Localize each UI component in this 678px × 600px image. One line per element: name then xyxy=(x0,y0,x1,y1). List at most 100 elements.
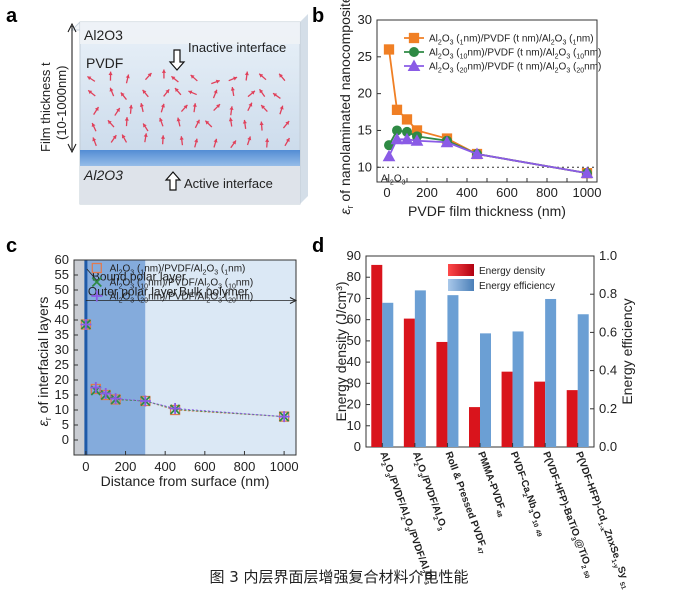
data-point xyxy=(383,44,395,55)
inactive-interface-label: Inactive interface xyxy=(188,40,286,55)
dipole-arrowhead xyxy=(285,121,290,126)
region-2-shade xyxy=(85,260,146,455)
dipole-arrowhead xyxy=(179,136,184,140)
energy-efficiency-bar xyxy=(545,298,557,447)
y2-tick-label: 0.2 xyxy=(599,401,617,416)
legend-label: Al2O3 (1nm)/PVDF (t nm)/Al2O3 (1nm) xyxy=(429,34,594,47)
active-interface-label: Active interface xyxy=(184,176,273,191)
dipole-arrowhead xyxy=(120,92,125,97)
y-axis-label: εr of interfacial layers xyxy=(35,297,53,427)
y-tick-label: 15 xyxy=(358,122,372,137)
energy-efficiency-bar xyxy=(512,331,524,447)
y-tick-label: 45 xyxy=(55,297,69,312)
y-tick-label: 20 xyxy=(55,372,69,387)
y2-tick-label: 1.0 xyxy=(599,248,617,263)
panel-d-letter: d xyxy=(312,235,324,257)
dipole-arrowhead xyxy=(112,135,117,140)
x-tick-label: 200 xyxy=(115,459,137,474)
series-dotted-line xyxy=(95,387,285,418)
data-point xyxy=(401,114,413,125)
dipole-arrowhead xyxy=(94,107,99,112)
bottom-alumina-layer xyxy=(80,166,300,204)
y-tick-label: 50 xyxy=(55,282,69,297)
category-label: PMMA-PVDF48 xyxy=(473,450,509,519)
dipole-arrowhead xyxy=(91,123,96,128)
dipole-arrowhead xyxy=(244,71,249,76)
y2-tick-label: 0.8 xyxy=(599,286,617,301)
dipole-arrowhead xyxy=(205,120,210,125)
dipole-arrowhead xyxy=(279,105,284,110)
x-tick-label: 600 xyxy=(496,185,518,200)
x-tick-label: 800 xyxy=(234,459,256,474)
dipole-arrowhead xyxy=(215,79,220,84)
y-tick-label: 15 xyxy=(55,387,69,402)
y-tick-label: 10 xyxy=(358,159,372,174)
dipole-arrowhead xyxy=(248,102,253,107)
region-3-shade xyxy=(145,260,296,455)
dipole-arrowhead xyxy=(124,117,129,121)
y-axis-label: εr of nanolaminated nanocomposite xyxy=(337,0,355,215)
x-tick-label: 1000 xyxy=(270,459,299,474)
panel-d-chart: d 01020304050607080900.00.20.40.60.81.0A… xyxy=(312,235,635,591)
dipole-arrowhead xyxy=(228,117,233,122)
dipole-arrowhead xyxy=(188,90,193,95)
data-point xyxy=(400,132,414,145)
active-interface-layer xyxy=(80,150,300,166)
y-tick-label: 40 xyxy=(347,354,361,369)
energy-efficiency-bar xyxy=(447,295,459,447)
energy-density-bar xyxy=(501,371,513,447)
data-point xyxy=(470,147,484,160)
bound-layer-pointer xyxy=(86,268,99,282)
dipole-arrowhead xyxy=(108,71,113,76)
x-tick-label: 0 xyxy=(82,459,89,474)
energy-density-bar xyxy=(403,318,415,447)
panel-a-illustration: a Al2O3 PVDF Al2O3 Inactive interface Ac… xyxy=(6,5,308,205)
category-label: PVDF-Ca2Nb3O10 49 xyxy=(506,450,549,538)
legend-marker xyxy=(91,276,102,288)
dipole-arrowhead xyxy=(160,103,165,108)
energy-density-bar xyxy=(436,341,448,447)
y-tick-label: 10 xyxy=(347,418,361,433)
y-tick-label: 10 xyxy=(55,402,69,417)
x-axis-label: PVDF film thickness (nm) xyxy=(408,203,566,219)
legend-label: Al2O3 (10nm)/PVDF/Al2O3 (10nm) xyxy=(110,278,253,291)
legend-marker xyxy=(91,262,102,274)
region-label-outer: Outer polar layer xyxy=(88,285,177,299)
dipole-arrowhead xyxy=(259,121,264,126)
dipole-arrowhead xyxy=(196,119,200,124)
dipole-arrowhead xyxy=(165,89,170,94)
y-tick-label: 60 xyxy=(347,312,361,327)
inactive-interface-arrow-icon xyxy=(168,49,186,71)
panel-a-letter: a xyxy=(6,5,18,27)
y2-tick-label: 0.4 xyxy=(599,363,617,378)
legend-label: Al2O3 (20nm)/PVDF/Al2O3 (20nm) xyxy=(110,292,253,305)
energy-efficiency-bar xyxy=(577,314,589,447)
dipole-arrowhead xyxy=(107,120,112,125)
legend-marker xyxy=(408,32,420,44)
y-tick-label: 50 xyxy=(347,333,361,348)
data-point xyxy=(110,393,122,405)
y-tick-label: 20 xyxy=(347,397,361,412)
middle-layer-label: PVDF xyxy=(86,55,123,71)
region-label-bound: Bound polar layer xyxy=(92,270,186,284)
active-interface-arrow-icon xyxy=(164,171,182,191)
y-tick-label: 30 xyxy=(55,342,69,357)
dipole-arrowhead xyxy=(232,140,236,145)
x-tick-label: 1000 xyxy=(573,185,602,200)
data-point xyxy=(278,411,290,423)
energy-efficiency-bar xyxy=(480,333,491,447)
dipole-arrows xyxy=(87,69,291,149)
dipole-arrowhead xyxy=(247,136,252,141)
data-point xyxy=(580,166,594,179)
x-tick-label: 800 xyxy=(536,185,558,200)
dipole-arrowhead xyxy=(213,138,218,143)
y2-tick-label: 0.6 xyxy=(599,324,617,339)
dipole-arrowhead xyxy=(233,76,238,81)
thickness-label: Film thickness t xyxy=(38,62,53,152)
panel-b-letter: b xyxy=(312,5,324,27)
y-tick-label: 70 xyxy=(347,290,361,305)
legend-swatch-efficiency xyxy=(448,279,474,291)
data-point xyxy=(80,319,92,330)
legend-marker xyxy=(91,290,103,302)
thickness-range: (10-1000nm) xyxy=(54,66,69,140)
